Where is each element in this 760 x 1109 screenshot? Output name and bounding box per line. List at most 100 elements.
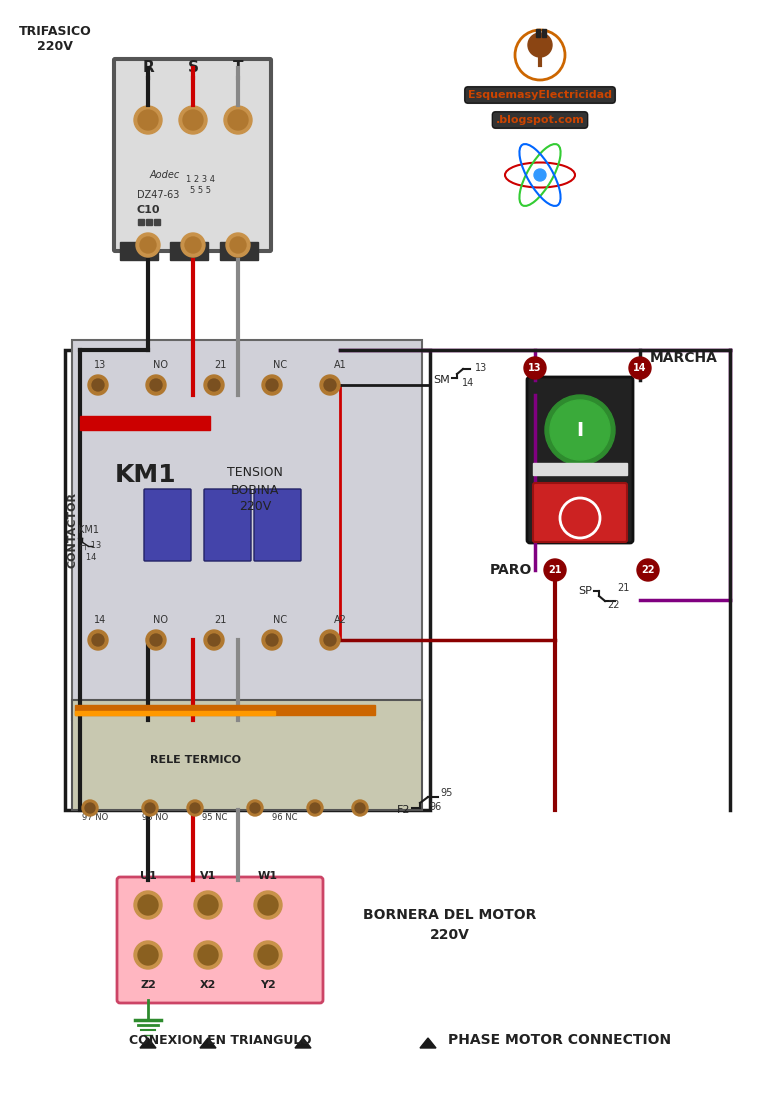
Circle shape (136, 233, 160, 257)
Text: DZ47-63: DZ47-63 (137, 190, 179, 200)
Circle shape (150, 379, 162, 391)
Text: PHASE MOTOR CONNECTION: PHASE MOTOR CONNECTION (448, 1032, 672, 1047)
Text: 1 2 3 4
5 5 5: 1 2 3 4 5 5 5 (185, 175, 214, 195)
Text: ┌┐ 13: ┌┐ 13 (78, 540, 101, 550)
Bar (65, 350, 430, 810)
Bar (533, 462, 627, 475)
Text: Aodec: Aodec (150, 170, 180, 180)
Circle shape (307, 800, 323, 816)
Text: 96 NC: 96 NC (272, 813, 298, 822)
Circle shape (208, 634, 220, 647)
Circle shape (247, 800, 263, 816)
Text: KM1: KM1 (78, 525, 99, 535)
Circle shape (524, 357, 546, 379)
Circle shape (545, 395, 615, 465)
Circle shape (140, 237, 156, 253)
Circle shape (185, 237, 201, 253)
Circle shape (142, 800, 158, 816)
Text: 22: 22 (641, 564, 655, 574)
FancyBboxPatch shape (117, 877, 323, 1003)
Bar (154, 218, 160, 225)
Text: F2: F2 (397, 805, 410, 815)
Circle shape (134, 106, 162, 134)
Bar (536, 29, 540, 37)
Circle shape (88, 375, 108, 395)
Polygon shape (200, 1038, 216, 1048)
Circle shape (324, 634, 336, 647)
Text: CONTACTOR: CONTACTOR (67, 492, 77, 568)
Text: 21: 21 (548, 564, 562, 574)
Text: .blogspot.com: .blogspot.com (496, 115, 584, 125)
Text: MARCHA: MARCHA (650, 352, 718, 365)
Circle shape (138, 895, 158, 915)
Text: R: R (142, 61, 154, 75)
Bar (72, 340, 422, 720)
FancyBboxPatch shape (533, 484, 627, 542)
Circle shape (262, 375, 282, 395)
Text: 22: 22 (607, 600, 619, 610)
Circle shape (134, 942, 162, 969)
Circle shape (150, 634, 162, 647)
Bar (75, 711, 275, 715)
Bar (115, 60, 270, 250)
Circle shape (194, 891, 222, 919)
Circle shape (198, 895, 218, 915)
Bar (542, 29, 546, 37)
Circle shape (92, 634, 104, 647)
Circle shape (204, 375, 224, 395)
Circle shape (134, 891, 162, 919)
Text: A2: A2 (334, 615, 347, 625)
FancyBboxPatch shape (527, 377, 633, 543)
Circle shape (258, 895, 278, 915)
Circle shape (534, 169, 546, 181)
Bar (72, 700, 422, 810)
Circle shape (528, 33, 552, 57)
Circle shape (145, 803, 155, 813)
Circle shape (230, 237, 246, 253)
Text: SP: SP (578, 586, 592, 596)
Text: 14: 14 (94, 615, 106, 625)
Circle shape (181, 233, 205, 257)
Text: 21: 21 (214, 360, 226, 370)
Circle shape (310, 803, 320, 813)
Text: SM: SM (433, 375, 450, 385)
Bar (146, 218, 152, 225)
Text: U1: U1 (140, 871, 157, 881)
Text: NC: NC (273, 360, 287, 370)
Bar (80, 416, 210, 430)
Text: S: S (188, 61, 198, 75)
Text: 97 NO: 97 NO (82, 813, 108, 822)
Text: T: T (233, 61, 243, 75)
Circle shape (320, 630, 340, 650)
Text: 14: 14 (462, 378, 474, 388)
Text: KM1: KM1 (115, 462, 176, 487)
Text: 95: 95 (440, 788, 452, 798)
Text: 14: 14 (633, 363, 647, 373)
Circle shape (82, 800, 98, 816)
Circle shape (146, 375, 166, 395)
Text: 13: 13 (475, 363, 487, 373)
Polygon shape (420, 1038, 436, 1048)
Circle shape (258, 945, 278, 965)
Text: NO: NO (153, 360, 167, 370)
Text: W1: W1 (258, 871, 278, 881)
Circle shape (224, 106, 252, 134)
Text: NC: NC (273, 615, 287, 625)
Text: 14: 14 (78, 553, 97, 562)
Circle shape (544, 559, 566, 581)
Circle shape (228, 110, 248, 130)
Text: 21: 21 (617, 583, 629, 593)
FancyBboxPatch shape (144, 489, 191, 561)
Text: C10: C10 (136, 205, 160, 215)
Text: 93 NO: 93 NO (142, 813, 168, 822)
FancyBboxPatch shape (113, 58, 272, 252)
Circle shape (183, 110, 203, 130)
Circle shape (198, 945, 218, 965)
Text: 95 NC: 95 NC (202, 813, 228, 822)
Circle shape (88, 630, 108, 650)
Text: EsquemasyElectricidad: EsquemasyElectricidad (468, 90, 612, 100)
Polygon shape (295, 1038, 311, 1048)
Circle shape (190, 803, 200, 813)
Text: 13: 13 (528, 363, 542, 373)
Text: CONEXION EN TRIANGULO: CONEXION EN TRIANGULO (128, 1034, 312, 1047)
